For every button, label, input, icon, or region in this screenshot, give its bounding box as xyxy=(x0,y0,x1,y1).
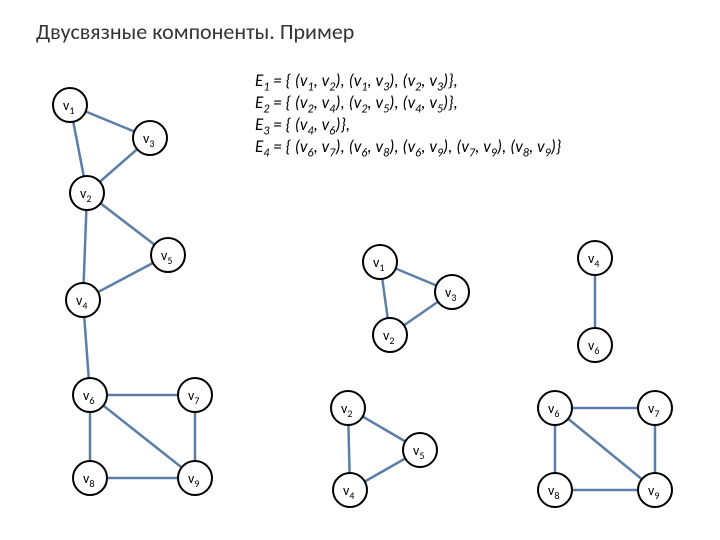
graph-canvas: v1v3v2v5v4v6v7v8v9v1v3v2v2v5v4v4v6v6v7v8… xyxy=(0,0,720,540)
edge xyxy=(555,408,655,490)
edge xyxy=(90,395,195,478)
